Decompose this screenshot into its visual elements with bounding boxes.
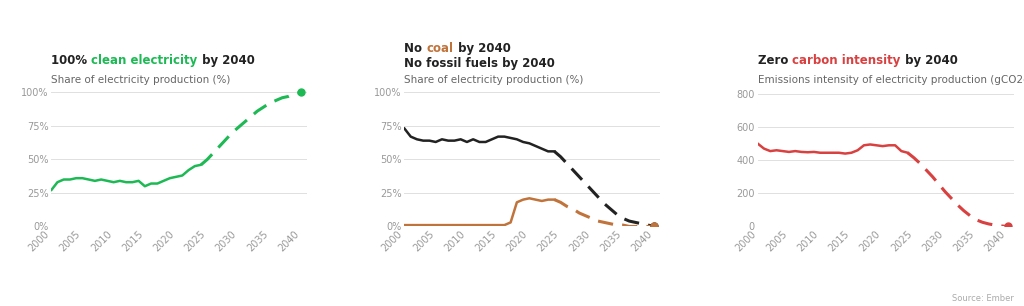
Text: by 2040: by 2040 [901, 54, 957, 67]
Text: No fossil fuels by 2040: No fossil fuels by 2040 [404, 57, 555, 70]
Text: No: No [404, 42, 427, 55]
Text: Share of electricity production (%): Share of electricity production (%) [51, 75, 230, 85]
Text: Emissions intensity of electricity production (gCO2eq/kWh): Emissions intensity of electricity produ… [758, 75, 1024, 85]
Text: coal: coal [427, 42, 454, 55]
Text: Zero: Zero [758, 54, 793, 67]
Text: Share of electricity production (%): Share of electricity production (%) [404, 75, 584, 85]
Text: carbon intensity: carbon intensity [793, 54, 901, 67]
Text: 100%: 100% [51, 54, 91, 67]
Text: Source: Ember: Source: Ember [952, 294, 1014, 303]
Text: by 2040: by 2040 [198, 54, 255, 67]
Text: clean electricity: clean electricity [91, 54, 198, 67]
Text: by 2040: by 2040 [454, 42, 511, 55]
